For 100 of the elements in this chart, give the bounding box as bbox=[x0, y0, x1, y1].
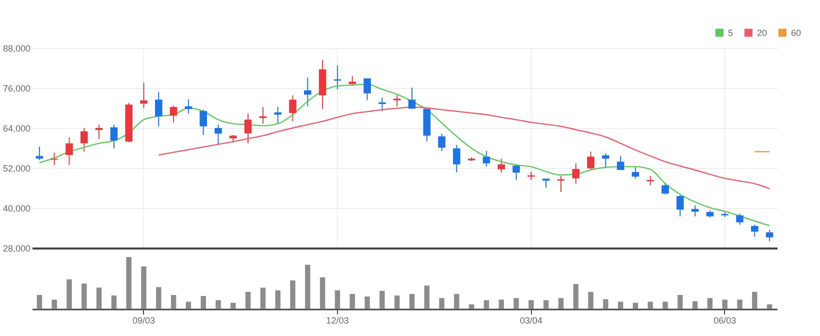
bar bbox=[528, 300, 534, 309]
bar bbox=[648, 302, 653, 309]
candlestick bbox=[184, 98, 192, 114]
bar bbox=[334, 290, 340, 309]
bar bbox=[468, 304, 474, 309]
bar bbox=[111, 295, 117, 309]
candlestick bbox=[170, 105, 178, 123]
y-tick-label: 28,000 bbox=[2, 244, 30, 254]
bar bbox=[662, 302, 668, 309]
candlestick bbox=[662, 182, 669, 195]
candlestick bbox=[736, 213, 744, 226]
candlestick bbox=[200, 109, 207, 136]
bar bbox=[618, 302, 624, 309]
bar bbox=[632, 302, 638, 309]
bar bbox=[245, 292, 251, 309]
candlestick bbox=[408, 87, 416, 110]
bar bbox=[424, 286, 430, 309]
candlestick bbox=[348, 76, 356, 86]
bar bbox=[126, 257, 132, 309]
bar bbox=[692, 301, 698, 309]
bar bbox=[200, 296, 206, 309]
candlestick bbox=[378, 97, 386, 112]
bar bbox=[141, 266, 146, 309]
bar bbox=[588, 292, 594, 309]
candlestick bbox=[616, 155, 624, 170]
bar bbox=[752, 292, 758, 309]
bar bbox=[52, 300, 57, 309]
candlestick bbox=[50, 152, 58, 166]
candlestick bbox=[751, 224, 758, 238]
candlestick bbox=[482, 150, 490, 168]
candlestick bbox=[66, 136, 73, 166]
candlestick bbox=[676, 194, 684, 217]
candlestick bbox=[602, 152, 610, 169]
candlestick bbox=[691, 204, 699, 217]
candlestick bbox=[36, 146, 44, 160]
bar bbox=[66, 279, 72, 309]
bar bbox=[260, 288, 266, 309]
candlestick bbox=[498, 158, 505, 174]
bar bbox=[766, 304, 772, 309]
candlestick bbox=[766, 230, 774, 242]
bar bbox=[290, 280, 296, 309]
x-tick-label: 03/04 bbox=[520, 316, 542, 326]
bar bbox=[707, 298, 713, 309]
candlestick bbox=[140, 82, 148, 108]
candlestick bbox=[587, 151, 594, 170]
candlestick bbox=[304, 77, 312, 107]
candlestick bbox=[572, 162, 580, 184]
legend-label: 20 bbox=[757, 28, 768, 38]
candlestick bbox=[110, 124, 118, 149]
bar bbox=[350, 294, 355, 309]
x-tick-label: 12/03 bbox=[326, 316, 349, 326]
bar bbox=[439, 298, 444, 309]
candlestick bbox=[95, 124, 103, 140]
bar bbox=[305, 264, 310, 309]
y-tick-label: 76,000 bbox=[2, 84, 30, 94]
candlestick bbox=[453, 144, 460, 173]
candlestick bbox=[393, 94, 401, 107]
bar bbox=[36, 294, 42, 309]
bar bbox=[380, 290, 385, 309]
bar bbox=[186, 302, 192, 309]
candlestick bbox=[632, 166, 640, 179]
bar bbox=[409, 294, 415, 309]
bar bbox=[603, 299, 608, 309]
candlestick bbox=[289, 94, 296, 122]
bar bbox=[364, 296, 370, 309]
candlestick bbox=[214, 124, 222, 146]
candlestick bbox=[512, 164, 520, 180]
candlestick bbox=[155, 92, 162, 127]
candlestick bbox=[244, 113, 252, 144]
bar bbox=[573, 284, 578, 309]
candlestick bbox=[438, 133, 446, 152]
candlestick bbox=[364, 78, 371, 101]
bar bbox=[498, 300, 504, 309]
bar bbox=[96, 288, 102, 309]
bar bbox=[454, 294, 460, 309]
bar bbox=[558, 298, 564, 309]
bar bbox=[543, 300, 549, 309]
bar bbox=[275, 290, 280, 309]
bar bbox=[156, 287, 162, 309]
bar bbox=[230, 302, 236, 309]
bar bbox=[514, 298, 519, 309]
bar bbox=[394, 295, 400, 309]
bar bbox=[216, 300, 221, 309]
bar bbox=[170, 294, 176, 309]
y-tick-label: 52,000 bbox=[2, 164, 30, 174]
y-tick-label: 88,000 bbox=[2, 44, 30, 54]
candlestick bbox=[80, 128, 88, 152]
bar bbox=[484, 300, 490, 309]
legend-label: 60 bbox=[791, 28, 802, 38]
bar bbox=[678, 294, 683, 309]
bar bbox=[737, 300, 742, 309]
x-tick-label: 06/03 bbox=[714, 316, 736, 326]
x-tick-label: 09/03 bbox=[132, 316, 156, 326]
bar bbox=[320, 277, 326, 309]
y-tick-label: 64,000 bbox=[2, 124, 30, 134]
bar bbox=[82, 284, 87, 309]
legend-label: 5 bbox=[728, 28, 734, 38]
bar bbox=[722, 300, 728, 309]
candlestick bbox=[646, 176, 654, 186]
y-tick-label: 40,000 bbox=[2, 204, 30, 214]
